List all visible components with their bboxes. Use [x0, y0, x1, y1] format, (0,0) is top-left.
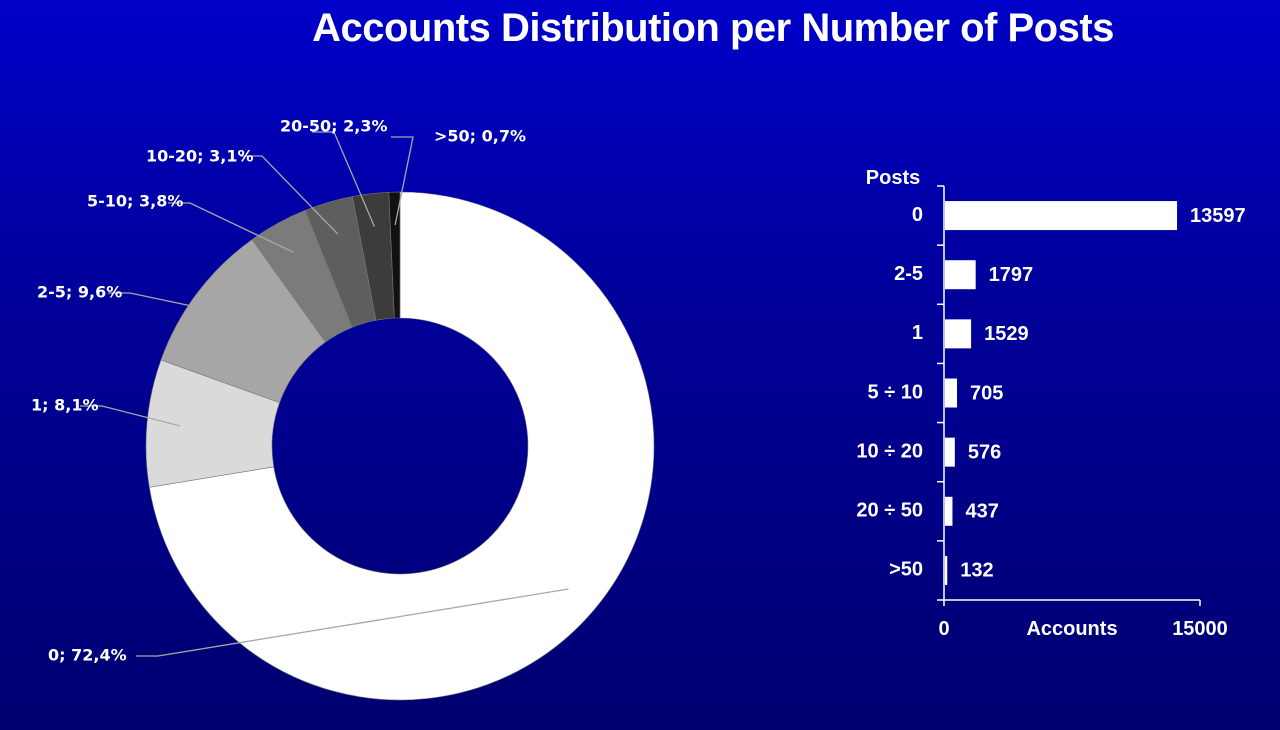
bar-category-label-3: 5 ÷ 10 [868, 381, 923, 403]
chart-title: Accounts Distribution per Number of Post… [312, 6, 1114, 50]
x-tick-label-1: 15000 [1172, 618, 1228, 640]
donut-chart: 0; 72,4% 1; 8,1% 2-5; 9,6% 5-10; 3,8% 10-20;… [31, 117, 655, 701]
bar-2 [945, 319, 972, 349]
leader-line-4 [240, 155, 339, 235]
bar-category-label-6: >50 [889, 559, 923, 581]
bar-3 [945, 378, 958, 408]
bar-0 [945, 201, 1178, 231]
bar-value-label-5: 437 [965, 501, 998, 523]
leader-line-3 [168, 202, 294, 253]
leader-line-0 [136, 588, 569, 657]
bar-category-label-2: 1 [912, 322, 923, 344]
bar-6 [945, 555, 948, 585]
bar-5 [945, 496, 953, 526]
bar-value-label-3: 705 [970, 382, 1003, 404]
x-axis-title: Accounts [1026, 618, 1117, 640]
leader-line-6 [391, 136, 414, 226]
bar-chart: 0 13597 2-5 1797 1 1529 5 ÷ 10 705 10 ÷ 20 576 20 … [856, 167, 1245, 640]
slice-label-2: 2-5; 9,6% [37, 283, 122, 302]
bar-value-label-6: 132 [960, 560, 993, 582]
slice-label-4: 10-20; 3,1% [146, 147, 254, 166]
bar-category-label-5: 20 ÷ 50 [856, 500, 923, 522]
x-tick-label-0: 0 [938, 618, 949, 640]
bar-value-label-2: 1529 [984, 323, 1029, 345]
donut-slice-6 [388, 191, 401, 319]
leader-line-2 [108, 292, 224, 314]
bar-value-label-0: 13597 [1190, 205, 1246, 227]
slice-label-5: 20-50; 2,3% [280, 117, 388, 136]
bar-1 [945, 260, 976, 290]
bar-category-label-4: 10 ÷ 20 [856, 440, 923, 462]
bar-category-label-1: 2-5 [894, 263, 923, 285]
slice-label-6: >50; 0,7% [434, 127, 526, 146]
donut-slice-0 [149, 191, 655, 701]
leader-line-5 [312, 131, 375, 227]
slice-label-0: 0; 72,4% [48, 646, 127, 665]
slice-label-3: 5-10; 3,8% [87, 192, 183, 211]
bar-category-label-0: 0 [912, 204, 923, 226]
y-axis-title: Posts [866, 167, 920, 189]
leader-line-1 [80, 405, 181, 427]
bar-value-label-4: 576 [968, 441, 1001, 463]
slice-label-1: 1; 8,1% [31, 396, 98, 415]
bar-value-label-1: 1797 [989, 264, 1034, 286]
bar-4 [945, 437, 955, 467]
